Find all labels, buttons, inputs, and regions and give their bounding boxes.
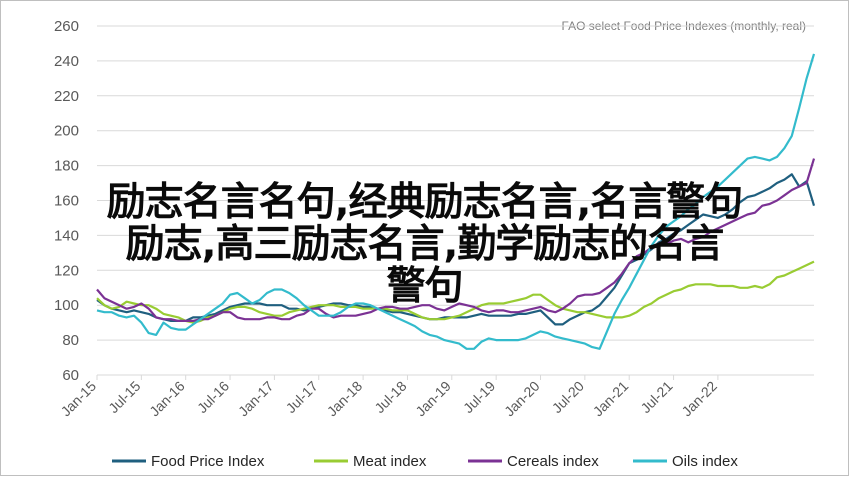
y-tick-label: 140 <box>54 227 79 244</box>
overlay-text-line-1: 励志名言名句,经典励志名言,名言警句 <box>106 180 744 225</box>
overlay-text-line-2: 励志,高三励志名言,勤学励志的名言 <box>125 222 725 267</box>
overlay-text-line-3: 警句 <box>386 264 463 309</box>
y-tick-label: 240 <box>54 53 79 70</box>
legend-label-oils-index: Oils index <box>672 453 738 470</box>
y-axis: 60 80 100 120 140 160 180 200 220 240 260 <box>54 18 79 384</box>
y-tick-label: 200 <box>54 123 79 140</box>
y-tick-label: 260 <box>54 18 79 35</box>
legend-label-food-price-index: Food Price Index <box>151 453 265 470</box>
y-tick-label: 80 <box>62 332 79 349</box>
y-tick-label: 100 <box>54 297 79 314</box>
y-tick-label: 220 <box>54 88 79 105</box>
series-line-cereals-index <box>96 158 816 322</box>
legend-label-cereals-index: Cereals index <box>507 453 599 470</box>
series-line-oils-index <box>96 53 816 350</box>
legend-label-meat-index: Meat index <box>353 453 427 470</box>
y-tick-label: 180 <box>54 158 79 175</box>
y-tick-label: 120 <box>54 262 79 279</box>
y-tick-label: 160 <box>54 193 79 210</box>
legend: Food Price Index Meat index Cereals index O… <box>112 453 738 470</box>
grid-layer <box>97 25 814 376</box>
y-tick-label: 60 <box>62 367 79 384</box>
series-layer <box>96 53 816 350</box>
